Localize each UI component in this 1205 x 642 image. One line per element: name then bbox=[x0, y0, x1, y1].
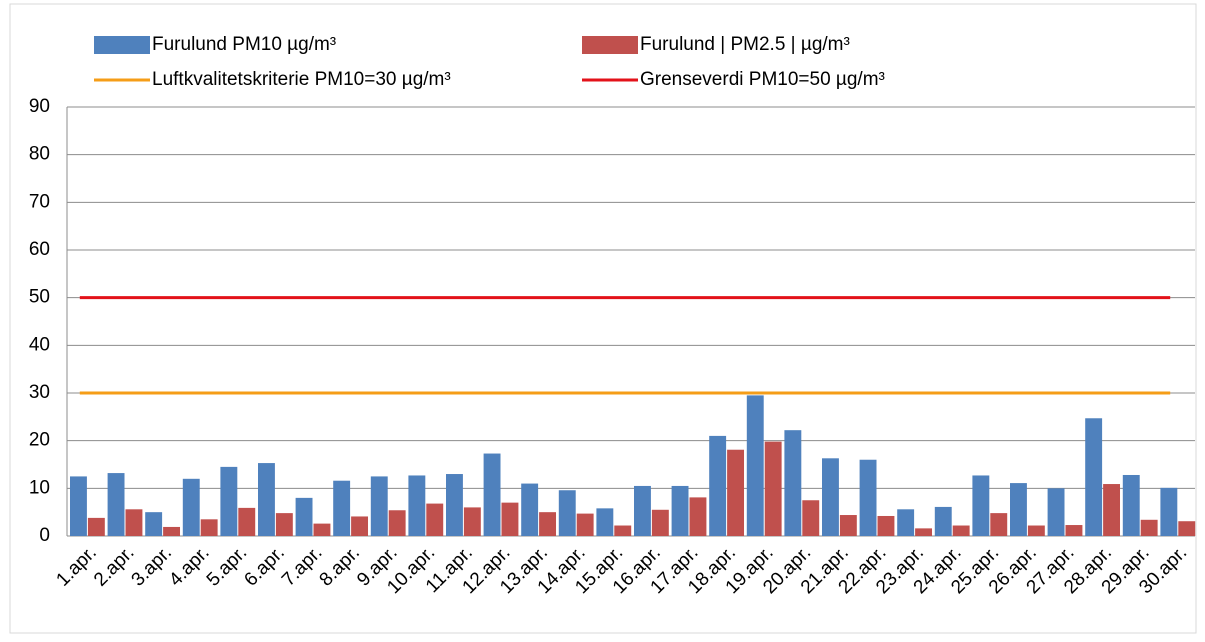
legend-label: Grenseverdi PM10=50 µg/m³ bbox=[640, 69, 885, 90]
bar bbox=[915, 528, 933, 536]
bar bbox=[539, 512, 557, 536]
bar bbox=[313, 523, 331, 536]
bar bbox=[238, 507, 256, 536]
bar bbox=[671, 485, 689, 536]
y-tick-label: 60 bbox=[29, 239, 50, 260]
y-tick-label: 90 bbox=[29, 96, 50, 117]
legend-label: Furulund PM10 µg/m³ bbox=[152, 34, 336, 55]
bar bbox=[897, 509, 915, 536]
y-tick-label: 20 bbox=[29, 430, 50, 451]
bar bbox=[634, 485, 651, 536]
bar bbox=[107, 473, 125, 536]
bar bbox=[220, 466, 238, 536]
bar bbox=[351, 516, 369, 536]
bar bbox=[145, 512, 163, 536]
bar bbox=[163, 526, 181, 536]
bar bbox=[1103, 484, 1121, 536]
y-tick-label: 40 bbox=[29, 334, 50, 355]
bar bbox=[1085, 418, 1103, 536]
bar bbox=[802, 500, 820, 536]
bar bbox=[727, 449, 745, 536]
bar bbox=[70, 476, 87, 536]
y-tick-label: 10 bbox=[29, 477, 50, 498]
bar bbox=[1140, 519, 1158, 536]
bar bbox=[1027, 525, 1045, 536]
legend-swatch bbox=[94, 36, 150, 54]
bar bbox=[822, 458, 839, 536]
y-tick-label: 80 bbox=[29, 144, 50, 165]
bar bbox=[614, 525, 632, 536]
legend-swatch bbox=[582, 36, 638, 54]
y-tick-label: 70 bbox=[29, 191, 50, 212]
bar bbox=[784, 430, 802, 536]
bar bbox=[446, 474, 463, 536]
bar bbox=[972, 475, 990, 536]
bar bbox=[990, 513, 1008, 536]
y-tick-label: 30 bbox=[29, 382, 50, 403]
bar bbox=[1122, 474, 1140, 536]
bar bbox=[839, 515, 857, 536]
bar bbox=[746, 395, 764, 536]
bar bbox=[859, 459, 877, 536]
bar bbox=[258, 463, 275, 536]
bar bbox=[501, 502, 519, 536]
bar bbox=[689, 497, 707, 536]
legend-label: Luftkvalitetskriterie PM10=30 µg/m³ bbox=[152, 69, 451, 90]
bar bbox=[463, 507, 481, 536]
bar bbox=[1010, 483, 1027, 536]
bar bbox=[596, 508, 614, 536]
bar bbox=[558, 490, 576, 536]
bar bbox=[200, 519, 218, 536]
bar bbox=[709, 435, 727, 536]
bar bbox=[651, 509, 669, 536]
bar bbox=[934, 506, 952, 536]
bar bbox=[87, 517, 105, 536]
bar bbox=[1065, 525, 1083, 536]
bar bbox=[576, 513, 594, 536]
bar bbox=[388, 510, 406, 536]
bar bbox=[182, 478, 200, 536]
bar bbox=[521, 483, 539, 536]
bar bbox=[426, 503, 444, 536]
legend-label: Furulund | PM2.5 | µg/m³ bbox=[640, 34, 850, 55]
bar bbox=[333, 480, 351, 536]
bar bbox=[483, 453, 501, 536]
bar bbox=[764, 441, 782, 536]
y-tick-label: 0 bbox=[39, 525, 50, 546]
bar bbox=[952, 525, 970, 536]
bar bbox=[275, 513, 293, 536]
bar bbox=[295, 497, 313, 536]
bar bbox=[1178, 521, 1196, 536]
chart-frame bbox=[9, 3, 1197, 634]
y-tick-label: 50 bbox=[29, 287, 50, 308]
bar bbox=[408, 475, 426, 536]
bar bbox=[877, 515, 895, 536]
bar bbox=[1047, 488, 1065, 536]
bar bbox=[370, 476, 388, 536]
bar bbox=[125, 509, 143, 536]
bar bbox=[1160, 487, 1178, 536]
